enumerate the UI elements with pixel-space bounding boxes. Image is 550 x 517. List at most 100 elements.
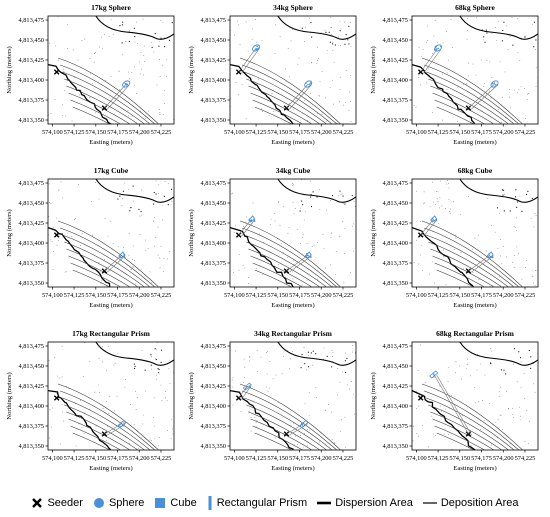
terrain-speck [132, 266, 134, 268]
terrain-speck [490, 363, 492, 365]
terrain-speck [346, 357, 348, 359]
y-tick-label: 4,813,425 [200, 57, 226, 64]
dispersion-line [468, 83, 495, 109]
plot-frame [47, 15, 175, 125]
terrain-speck [350, 45, 352, 47]
terrain-speck [429, 206, 431, 208]
terrain-speck [526, 410, 528, 411]
terrain-speck [113, 364, 115, 366]
terrain-speck [500, 121, 502, 123]
terrain-speck [269, 361, 271, 362]
x-tick-label: 574,125 [64, 129, 85, 136]
x-tick-label: 574,200 [493, 129, 514, 136]
y-tick-label: 4,813,350 [18, 117, 44, 124]
terrain-speck [339, 20, 341, 22]
deposition-contour [68, 418, 131, 450]
terrain-speck [162, 205, 164, 207]
terrain-speck [56, 392, 58, 394]
terrain-speck [319, 441, 320, 443]
terrain-speck [460, 252, 462, 253]
deposition-contour [421, 57, 523, 124]
terrain-speck [135, 390, 136, 392]
terrain-speck [233, 232, 235, 234]
terrain-speck [330, 264, 331, 266]
terrain-speck [109, 220, 111, 222]
terrain-speck [457, 86, 459, 88]
terrain-speck [475, 17, 477, 19]
terrain-speck [156, 374, 157, 376]
terrain-speck [412, 232, 413, 233]
terrain-speck [94, 52, 96, 53]
terrain-speck [57, 16, 59, 17]
terrain-speck [163, 258, 165, 259]
terrain-speck [442, 73, 443, 75]
terrain-speck [520, 387, 522, 389]
x-axis-label: Easting (meters) [271, 139, 314, 146]
panel-6: 68kg Cube 4,813,475 4,813,450 4,813,425 4,81… [370, 166, 539, 309]
terrain-speck [245, 21, 247, 23]
terrain-speck [61, 404, 63, 406]
terrain-speck [49, 202, 50, 204]
terrain-speck [497, 109, 499, 110]
terrain-speck [528, 349, 530, 352]
dispersion-line [241, 48, 260, 74]
terrain-speck [485, 29, 487, 31]
seeder-marker [53, 69, 60, 75]
x-tick-label: 574,175 [107, 292, 128, 299]
plot-frame [411, 341, 539, 451]
terrain-speck [157, 254, 159, 256]
terrain-speck [332, 50, 334, 52]
terrain-speck [63, 420, 64, 422]
terrain-speck [524, 398, 526, 399]
terrain-speck [447, 381, 449, 382]
terrain-speck [318, 95, 320, 96]
terrain-speck [514, 196, 517, 198]
terrain-speck [62, 411, 64, 413]
stream-boundary-top [95, 179, 174, 203]
terrain-speck [157, 226, 159, 228]
terrain-speck [527, 93, 528, 95]
terrain-speck [417, 77, 419, 79]
plot-frame [229, 341, 357, 451]
terrain-speck [516, 206, 518, 208]
terrain-speck [491, 444, 492, 446]
terrain-speck [262, 274, 264, 275]
terrain-speck [168, 250, 170, 252]
terrain-speck [349, 91, 351, 93]
terrain-speck [161, 400, 163, 401]
terrain-speck [73, 49, 74, 51]
terrain-speck [325, 409, 326, 411]
terrain-speck [416, 408, 417, 409]
legend-label-prism: Rectangular Prism [216, 497, 308, 509]
terrain-speck [353, 250, 354, 252]
terrain-speck [127, 110, 129, 111]
terrain-speck [112, 243, 114, 244]
seeder-marker [417, 395, 424, 401]
deposition-contour [430, 411, 503, 450]
terrain-speck [308, 354, 309, 356]
terrain-speck [520, 419, 522, 421]
terrain-speck [297, 63, 299, 65]
terrain-speck [350, 22, 352, 23]
terrain-speck [53, 251, 54, 252]
terrain-speck [231, 379, 233, 381]
deposition-contour [424, 390, 520, 450]
x-tick-label: 574,100 [224, 292, 245, 299]
prism-point [123, 421, 125, 425]
terrain-speck [331, 439, 333, 441]
terrain-speck [455, 361, 457, 362]
x-tick-label: 574,175 [471, 292, 492, 299]
terrain-speck [513, 348, 515, 350]
deposition-contour [250, 255, 313, 287]
terrain-speck [448, 59, 449, 61]
terrain-speck [234, 350, 236, 352]
deposition-contour [72, 432, 111, 450]
y-tick-label: 4,813,425 [382, 383, 408, 390]
terrain-speck [272, 378, 274, 380]
terrain-speck [151, 282, 153, 284]
terrain-speck [49, 42, 51, 44]
y-tick-label: 4,813,375 [18, 97, 44, 104]
terrain-speck [497, 418, 499, 420]
terrain-speck [308, 83, 309, 85]
terrain-speck [159, 114, 161, 115]
